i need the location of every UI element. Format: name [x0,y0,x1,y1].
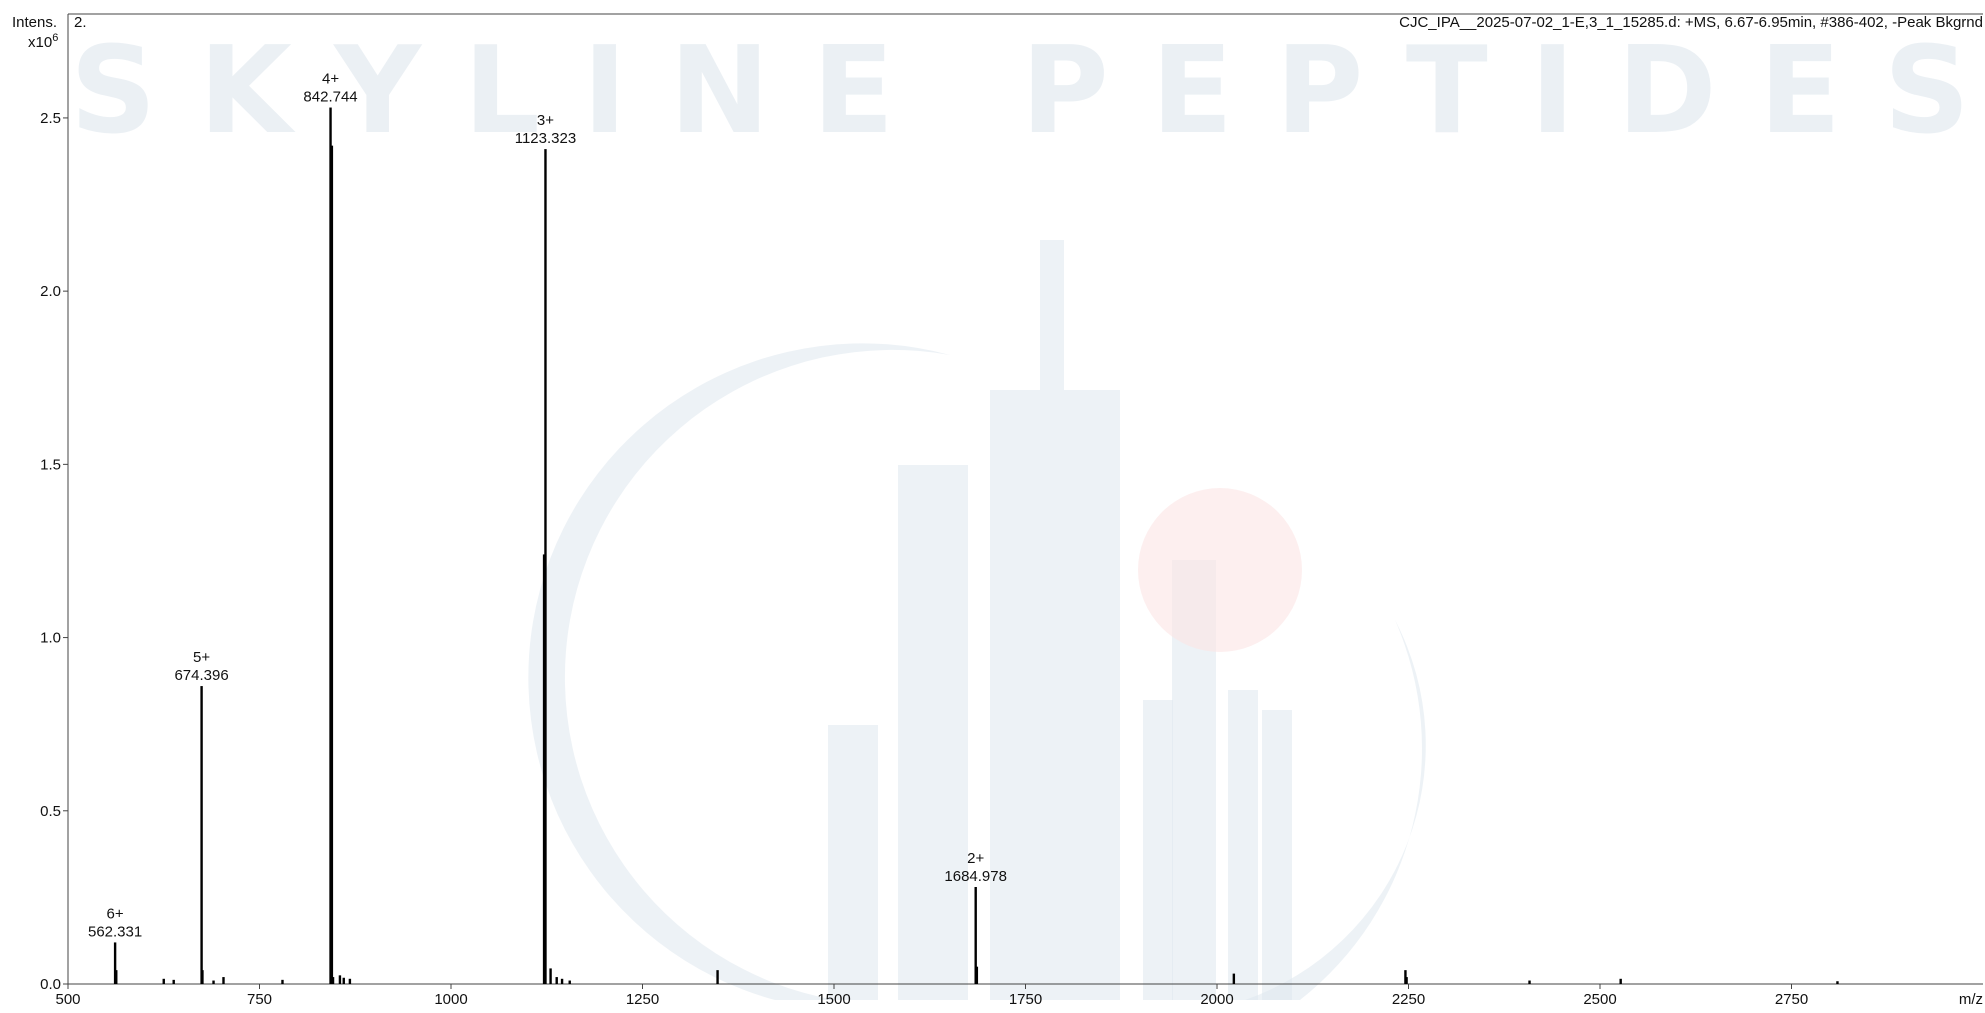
y-tick-label: 0.5 [40,803,61,820]
x-tick-label: 2500 [1583,991,1616,1008]
peak-bar [1405,977,1408,984]
peak-charge-label: 5+ [193,649,210,666]
peaks [113,107,1839,985]
peak-bar [716,970,719,984]
peak-bar [1528,980,1531,984]
x-tick-label: 1500 [817,991,850,1008]
peak-mz-label: 1684.978 [944,868,1007,885]
peak-mz-label: 674.396 [174,667,228,684]
peak-bar [338,975,342,984]
x-axis-label: m/z [1959,991,1983,1008]
y-tick-label: 2.5 [40,110,61,127]
peak-bar [212,980,215,984]
spectrum-title: CJC_IPA__2025-07-02_1-E,3_1_15285.d: +MS… [1399,14,1983,31]
peak-charge-label: 3+ [537,112,554,129]
x-tick-label: 2750 [1775,991,1808,1008]
y-tick-label: 0.0 [40,976,61,993]
axes: 500 750 1000 1250 1500 1750 2000 2250 2500 2750 m/… [40,13,1983,1008]
x-tick-label: 750 [247,991,272,1008]
peak-bar [1232,973,1236,984]
y-axis-exponent-base: x10 [28,34,53,51]
x-tick-label: 2000 [1200,991,1233,1008]
peak-bar [348,978,352,984]
peak-charge-label: 2+ [967,850,984,867]
peak-bar [281,979,284,984]
peak-labels: 6+562.331 5+674.396 4+842.744 3+1123.323 2+1… [88,71,1007,941]
peak-mz-label: 1123.323 [515,130,576,147]
peak-bar [113,942,117,984]
peak-mz-label: 562.331 [88,923,142,940]
peak-bar [330,145,334,985]
peak-bar [1619,978,1622,984]
peak-bar [200,686,203,984]
peak-bar [115,970,118,984]
peak-bar [549,968,552,984]
peak-bar [568,980,571,984]
y-axis-label: Intens. [12,14,58,31]
peak-bar [201,970,204,984]
x-tick-label: 1750 [1009,991,1042,1008]
peak-charge-label: 6+ [107,905,124,922]
trace-id: 2. [74,14,87,31]
x-tick-label: 1250 [626,991,659,1008]
x-tick-label: 500 [55,991,80,1008]
x-tick-label: 1000 [434,991,467,1008]
y-tick-label: 1.0 [40,630,61,647]
watermark: SKYLINE PEPTIDES [70,22,1970,1001]
y-axis-exponent-power: 6 [52,32,59,44]
peak-bar [544,149,547,984]
watermark-text: SKYLINE PEPTIDES [70,22,1970,161]
y-axis-exponent: x106 [28,32,58,51]
y-tick-label: 1.5 [40,456,61,473]
peak-charge-label: 4+ [322,71,339,88]
peak-bar [172,979,175,984]
peak-bar [162,978,165,984]
peak-bar [331,977,335,984]
peak-bar [342,977,345,984]
peak-mz-label: 842.744 [303,89,357,106]
peak-bar [222,977,225,984]
peak-bar [974,887,977,984]
peak-bar [555,977,558,984]
peak-bar [1836,981,1839,984]
peak-bar [560,978,564,984]
y-tick-label: 2.0 [40,283,61,300]
watermark-logo-graphic [528,240,1426,1001]
peak-bar [329,107,332,985]
x-tick-label: 2250 [1392,991,1425,1008]
peak-bar [542,554,546,984]
peak-bar [975,966,979,984]
